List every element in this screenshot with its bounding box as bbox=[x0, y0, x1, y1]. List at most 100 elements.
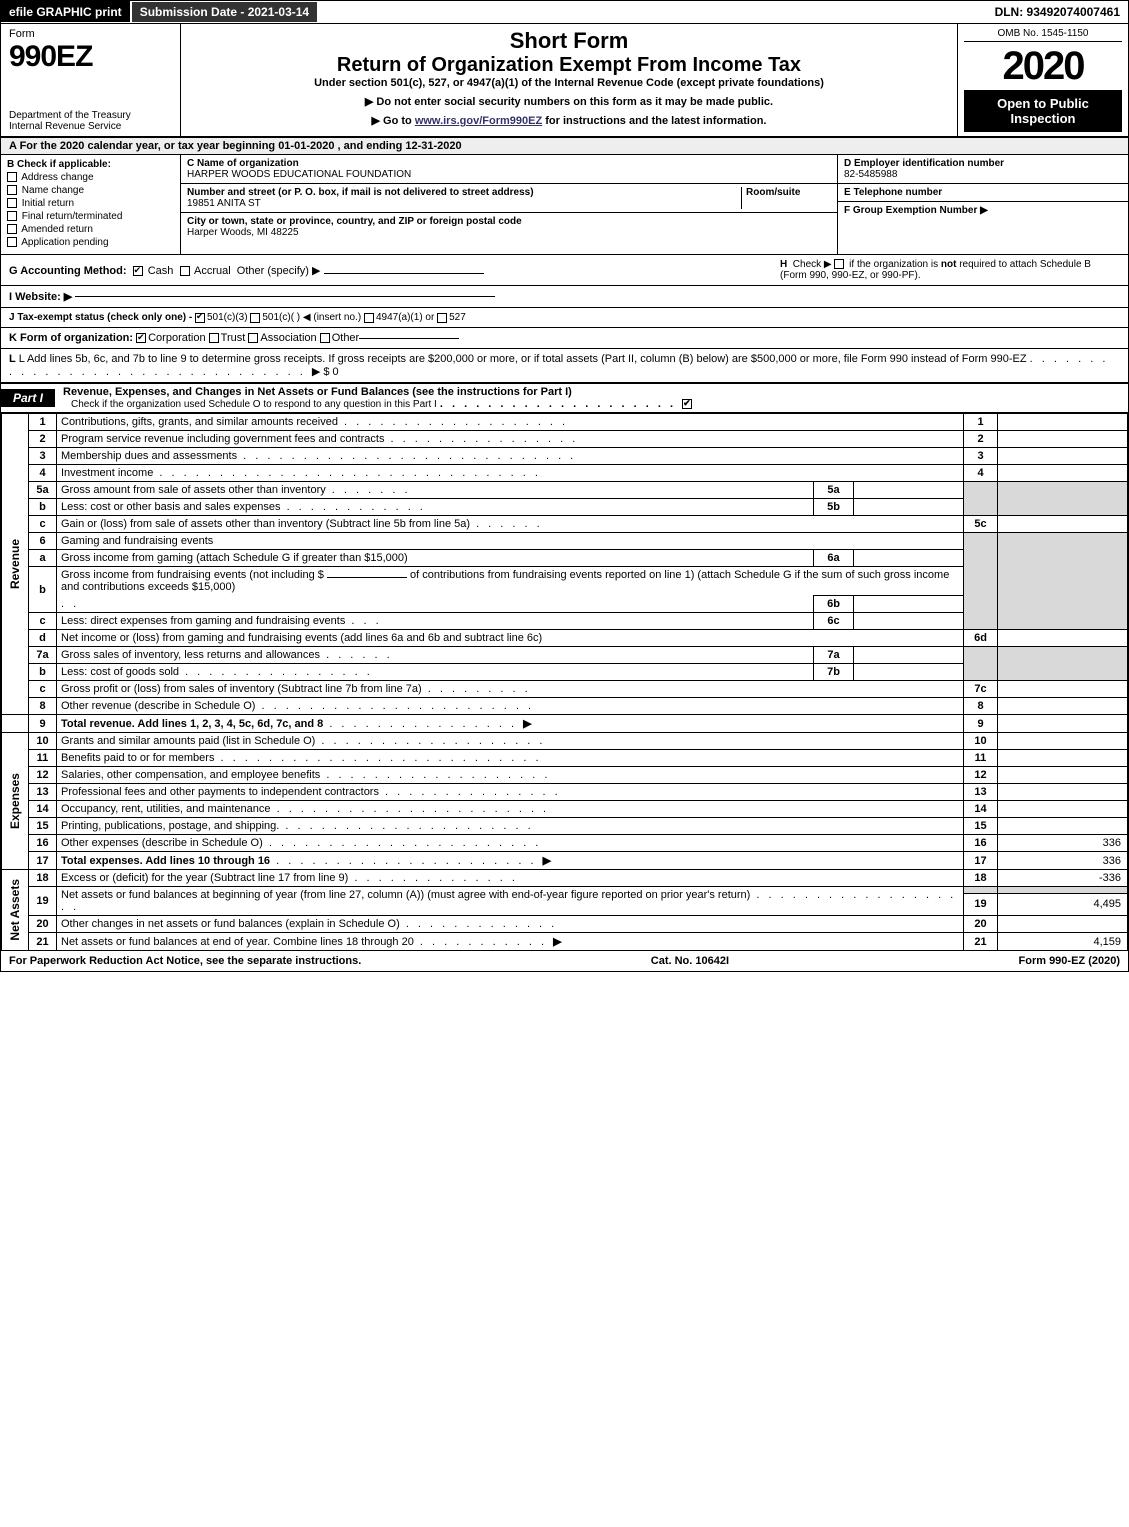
n3: 3 bbox=[29, 448, 57, 465]
n7c: c bbox=[29, 681, 57, 698]
chk-final-return[interactable]: Final return/terminated bbox=[7, 211, 174, 222]
submission-date-button[interactable]: Submission Date - 2021-03-14 bbox=[131, 1, 318, 23]
t6b1: Gross income from fundraising events (no… bbox=[61, 569, 324, 581]
part1-pill: Part I bbox=[1, 389, 55, 407]
chk-other-org[interactable] bbox=[320, 333, 330, 343]
n2: 2 bbox=[29, 431, 57, 448]
h-text: H Check ▶ if the organization is not req… bbox=[780, 259, 1120, 281]
org-name: HARPER WOODS EDUCATIONAL FOUNDATION bbox=[187, 169, 411, 180]
n15: 15 bbox=[29, 818, 57, 835]
rn19shade bbox=[964, 887, 998, 894]
n5a: 5a bbox=[29, 482, 57, 499]
footer-right-pre: Form bbox=[1019, 955, 1050, 967]
footer-right: Form 990-EZ (2020) bbox=[1019, 955, 1121, 967]
t12: Salaries, other compensation, and employ… bbox=[61, 769, 320, 781]
t17: Total expenses. Add lines 10 through 16 bbox=[61, 855, 270, 867]
chk-cash[interactable] bbox=[133, 266, 143, 276]
rn17: 17 bbox=[964, 852, 998, 870]
irs-link[interactable]: www.irs.gov/Form990EZ bbox=[415, 115, 542, 127]
amt12 bbox=[998, 767, 1128, 784]
rn3: 3 bbox=[964, 448, 998, 465]
in6a: 6a bbox=[814, 550, 854, 567]
efile-print-button[interactable]: efile GRAPHIC print bbox=[1, 1, 131, 23]
row-g-h: G Accounting Method: Cash Accrual Other … bbox=[1, 255, 1128, 286]
part1-table: Revenue 1 Contributions, gifts, grants, … bbox=[1, 413, 1128, 951]
val7a bbox=[854, 647, 964, 664]
j-label: J Tax-exempt status (check only one) - bbox=[9, 312, 192, 323]
chk-schedule-b[interactable] bbox=[834, 259, 844, 269]
rn9: 9 bbox=[964, 715, 998, 733]
tax-year: 2020 bbox=[964, 42, 1122, 90]
footer-left: For Paperwork Reduction Act Notice, see … bbox=[9, 955, 361, 967]
amt7c bbox=[998, 681, 1128, 698]
t6a: Gross income from gaming (attach Schedul… bbox=[61, 552, 408, 564]
rn10: 10 bbox=[964, 733, 998, 750]
in7a: 7a bbox=[814, 647, 854, 664]
side-expenses: Expenses bbox=[2, 733, 29, 870]
chk-501c3[interactable] bbox=[195, 313, 205, 323]
chk-501c[interactable] bbox=[250, 313, 260, 323]
in5b: 5b bbox=[814, 499, 854, 516]
rn5ab-shade bbox=[964, 482, 998, 516]
k-label: K Form of organization: bbox=[9, 332, 133, 344]
in7b: 7b bbox=[814, 664, 854, 681]
amt6d bbox=[998, 630, 1128, 647]
short-form-title: Short Form bbox=[189, 28, 949, 54]
chk-corp[interactable] bbox=[136, 333, 146, 343]
chk-4947[interactable] bbox=[364, 313, 374, 323]
c-name-label: C Name of organization bbox=[187, 158, 299, 169]
n6d: d bbox=[29, 630, 57, 647]
g-label: G Accounting Method: bbox=[9, 265, 127, 277]
t9: Total revenue. Add lines 1, 2, 3, 4, 5c,… bbox=[61, 718, 323, 730]
chk-initial-return[interactable]: Initial return bbox=[7, 198, 174, 209]
footer-right-bold: 990-EZ bbox=[1049, 955, 1085, 967]
rn7c: 7c bbox=[964, 681, 998, 698]
amt17: 336 bbox=[998, 852, 1128, 870]
chk-trust[interactable] bbox=[209, 333, 219, 343]
chk-address-change-label: Address change bbox=[21, 172, 93, 183]
top-banner: efile GRAPHIC print Submission Date - 20… bbox=[1, 1, 1128, 24]
city-value: Harper Woods, MI 48225 bbox=[187, 227, 299, 238]
side-netassets: Net Assets bbox=[2, 870, 29, 951]
chk-amended-return-label: Amended return bbox=[21, 224, 93, 235]
amt15 bbox=[998, 818, 1128, 835]
side-revenue-end bbox=[2, 715, 29, 733]
n5b: b bbox=[29, 499, 57, 516]
rn6d: 6d bbox=[964, 630, 998, 647]
k-corp: Corporation bbox=[148, 332, 205, 344]
amt14 bbox=[998, 801, 1128, 818]
public-note: ▶ Do not enter social security numbers o… bbox=[189, 95, 949, 108]
room-label: Room/suite bbox=[746, 187, 800, 198]
section-b: B Check if applicable: Address change Na… bbox=[1, 155, 181, 254]
n5c: c bbox=[29, 516, 57, 533]
rn20: 20 bbox=[964, 916, 998, 933]
form-page: efile GRAPHIC print Submission Date - 20… bbox=[0, 0, 1129, 972]
chk-amended-return[interactable]: Amended return bbox=[7, 224, 174, 235]
n12: 12 bbox=[29, 767, 57, 784]
rn1: 1 bbox=[964, 414, 998, 431]
t6d: Net income or (loss) from gaming and fun… bbox=[61, 632, 542, 644]
chk-schedule-o[interactable] bbox=[682, 399, 692, 409]
chk-application-pending[interactable]: Application pending bbox=[7, 237, 174, 248]
amt5ab-shade bbox=[998, 482, 1128, 516]
city-label: City or town, state or province, country… bbox=[187, 216, 522, 227]
t16: Other expenses (describe in Schedule O) bbox=[61, 837, 263, 849]
t2: Program service revenue including govern… bbox=[61, 433, 384, 445]
amt9 bbox=[998, 715, 1128, 733]
rn16: 16 bbox=[964, 835, 998, 852]
rn7ab-shade bbox=[964, 647, 998, 681]
chk-initial-return-label: Initial return bbox=[22, 198, 74, 209]
phone-label: E Telephone number bbox=[844, 187, 942, 198]
chk-527[interactable] bbox=[437, 313, 447, 323]
n16: 16 bbox=[29, 835, 57, 852]
chk-assoc[interactable] bbox=[248, 333, 258, 343]
n6b: b bbox=[29, 567, 57, 613]
chk-accrual[interactable] bbox=[180, 266, 190, 276]
rn8: 8 bbox=[964, 698, 998, 715]
form-word: Form bbox=[9, 28, 35, 40]
n21: 21 bbox=[29, 933, 57, 951]
rn12: 12 bbox=[964, 767, 998, 784]
t5b: Less: cost or other basis and sales expe… bbox=[61, 501, 281, 513]
chk-address-change[interactable]: Address change bbox=[7, 172, 174, 183]
chk-name-change[interactable]: Name change bbox=[7, 185, 174, 196]
